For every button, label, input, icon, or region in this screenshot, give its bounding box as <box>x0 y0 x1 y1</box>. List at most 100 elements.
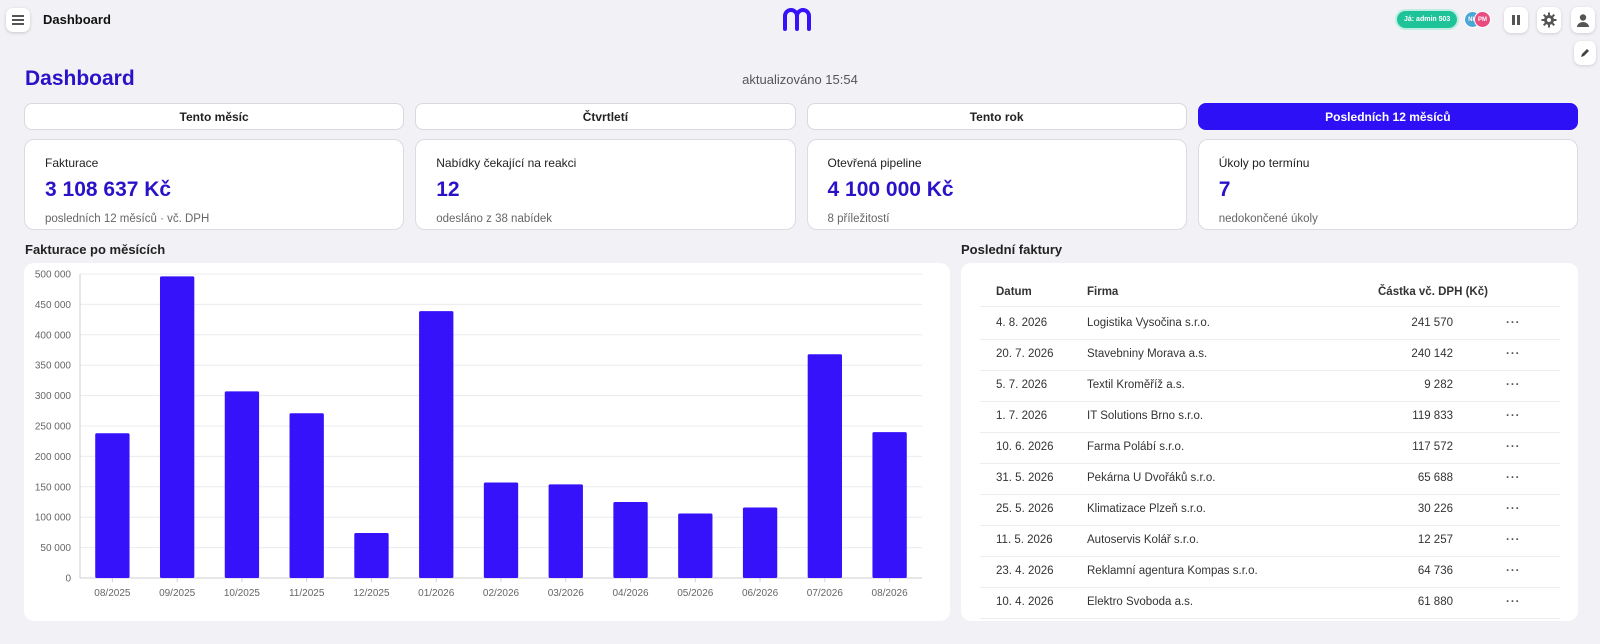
chart-bar[interactable] <box>742 507 778 578</box>
top-bar: Dashboard Já: admin 503 NH PM <box>0 0 1600 40</box>
x-tick-label: 10/2025 <box>224 588 261 599</box>
invoice-amount: 12 257 <box>1417 534 1453 546</box>
column-header-firm[interactable]: Firma <box>1087 286 1119 298</box>
kpi-label: Úkoly po termínu <box>1218 156 1310 170</box>
chart-bar[interactable] <box>613 502 648 578</box>
invoice-firm: Logistika Vysočina s.r.o. <box>1087 317 1210 329</box>
page-title: Dashboard <box>25 67 135 90</box>
invoicing-bar-chart: 0 50 000 100 000 150 000 200 000 250 000 300 0… <box>35 270 922 599</box>
tab-quarter[interactable]: Čtvrtletí <box>415 103 796 130</box>
invoice-date: 5. 7. 2026 <box>996 379 1048 391</box>
invoice-firm: Reklamní agentura Kompas s.r.o. <box>1087 565 1258 577</box>
table-row[interactable]: 4. 8. 2026 Logistika Vysočina s.r.o. 241 5… <box>980 308 1560 340</box>
chart-bar[interactable] <box>95 433 130 578</box>
kpi-subtext: 8 příležitostí <box>827 213 890 225</box>
more-actions-icon[interactable]: ··· <box>1506 410 1521 422</box>
table-row[interactable]: 11. 5. 2026 Autoservis Kolář s.r.o. 12 257… <box>980 525 1560 557</box>
more-actions-icon[interactable]: ··· <box>1506 534 1521 546</box>
table-row[interactable]: 10. 4. 2026 Elektro Svoboda a.s. 61 880 ··· <box>980 587 1560 619</box>
user-button[interactable] <box>1571 7 1595 33</box>
tab-this-year[interactable]: Tento rok <box>806 103 1187 130</box>
invoice-firm: Elektro Svoboda a.s. <box>1087 596 1194 608</box>
table-row[interactable]: 31. 5. 2026 Pekárna U Dvořáků s.r.o. 65 68… <box>980 463 1560 495</box>
pause-button[interactable] <box>1504 7 1528 33</box>
pause-icon <box>1512 15 1520 25</box>
y-tick-label: 150 000 <box>35 482 72 493</box>
invoice-date: 23. 4. 2026 <box>996 565 1054 577</box>
chart-bar[interactable] <box>224 391 260 578</box>
chart-bar[interactable] <box>807 354 843 578</box>
settings-button[interactable] <box>1537 7 1561 33</box>
invoice-date: 10. 6. 2026 <box>996 441 1054 453</box>
more-actions-icon[interactable]: ··· <box>1506 503 1521 515</box>
kpi-subtext: nedokončené úkoly <box>1218 213 1318 225</box>
x-tick-label: 09/2025 <box>159 588 196 599</box>
invoice-amount: 9 282 <box>1424 379 1453 391</box>
kpi-label: Nabídky čekající na reakci <box>436 156 577 170</box>
x-tick-label: 08/2026 <box>872 588 909 599</box>
invoice-firm: Farma Polábí s.r.o. <box>1087 441 1185 453</box>
kpi-cards: Fakturace 3 108 637 Kč posledních 12 měs… <box>24 139 1578 230</box>
invoice-date: 1. 7. 2026 <box>996 410 1048 422</box>
invoice-date: 25. 5. 2026 <box>996 503 1054 515</box>
tab-last-12-months[interactable]: Posledních 12 měsíců <box>1197 103 1578 130</box>
invoice-amount: 240 142 <box>1411 348 1453 360</box>
more-actions-icon[interactable]: ··· <box>1506 379 1521 391</box>
column-header-date[interactable]: Datum <box>996 286 1032 298</box>
more-actions-icon[interactable]: ··· <box>1506 596 1521 608</box>
more-actions-icon[interactable]: ··· <box>1506 317 1521 329</box>
column-header-amount[interactable]: Částka vč. DPH (Kč) <box>1378 286 1488 298</box>
y-tick-label: 300 000 <box>35 391 72 402</box>
table-row[interactable]: 1. 7. 2026 IT Solutions Brno s.r.o. 119 83… <box>980 401 1560 433</box>
invoice-amount: 117 572 <box>1412 441 1453 453</box>
chart-bar[interactable] <box>289 413 324 578</box>
more-actions-icon[interactable]: ··· <box>1506 441 1521 453</box>
more-actions-icon[interactable]: ··· <box>1506 472 1521 484</box>
table-row[interactable]: 20. 7. 2026 Stavebniny Morava a.s. 240 142… <box>980 339 1560 371</box>
table-row[interactable]: 23. 4. 2026 Reklamní agentura Kompas s.r.… <box>980 556 1560 588</box>
x-tick-label: 04/2026 <box>612 588 649 599</box>
x-tick-label: 11/2025 <box>289 588 325 599</box>
kpi-card-pipeline[interactable]: Otevřená pipeline 4 100 000 Kč 8 příleži… <box>806 139 1187 230</box>
kpi-label: Otevřená pipeline <box>827 156 922 170</box>
kpi-card-overdue-tasks[interactable]: Úkoly po termínu 7 nedokončené úkoly <box>1197 139 1578 230</box>
table-row[interactable]: 5. 7. 2026 Textil Kroměříž a.s. 9 282 ··· <box>980 370 1560 402</box>
invoice-date: 31. 5. 2026 <box>996 472 1054 484</box>
invoice-amount: 61 880 <box>1417 596 1453 608</box>
status-badge[interactable]: Já: admin 503 <box>1397 11 1458 28</box>
chart-bar[interactable] <box>159 276 195 578</box>
chart-section-title: Fakturace po měsících <box>25 242 166 257</box>
tab-this-month[interactable]: Tento měsíc <box>24 103 405 130</box>
invoice-firm: Autoservis Kolář s.r.o. <box>1087 534 1199 546</box>
table-row[interactable]: 25. 5. 2026 Klimatizace Plzeň s.r.o. 30 22… <box>980 494 1560 526</box>
avatar[interactable]: PM <box>1474 11 1491 28</box>
kpi-card-offers[interactable]: Nabídky čekající na reakci 12 odesláno z… <box>415 139 796 230</box>
more-actions-icon[interactable]: ··· <box>1506 565 1521 577</box>
chart-bar[interactable] <box>678 513 713 578</box>
y-tick-label: 350 000 <box>35 361 72 372</box>
invoice-firm: Pekárna U Dvořáků s.r.o. <box>1087 472 1216 484</box>
x-tick-label: 02/2026 <box>483 588 520 599</box>
kpi-value: 7 <box>1218 178 1231 201</box>
chart-bar[interactable] <box>548 484 583 578</box>
chart-bar[interactable] <box>354 533 389 578</box>
invoice-firm: Klimatizace Plzeň s.r.o. <box>1087 503 1206 515</box>
more-actions-icon[interactable]: ··· <box>1506 348 1521 360</box>
invoice-amount: 241 570 <box>1411 317 1453 329</box>
table-row[interactable]: 10. 6. 2026 Farma Polábí s.r.o. 117 572 ··· <box>980 432 1560 464</box>
edit-button[interactable] <box>1574 41 1596 65</box>
x-tick-label: 05/2026 <box>677 588 714 599</box>
x-tick-label: 03/2026 <box>548 588 585 599</box>
chart-bar[interactable] <box>483 482 519 578</box>
y-tick-label: 100 000 <box>35 513 72 524</box>
y-tick-label: 400 000 <box>35 330 72 341</box>
y-tick-label: 250 000 <box>35 422 72 433</box>
gear-icon <box>1541 12 1557 28</box>
chart-bar[interactable] <box>872 432 907 578</box>
chart-bar[interactable] <box>419 311 454 578</box>
logo[interactable] <box>781 6 819 32</box>
updated-time: aktualizováno 15:54 <box>742 72 858 87</box>
menu-icon[interactable] <box>6 8 30 32</box>
kpi-card-invoicing[interactable]: Fakturace 3 108 637 Kč posledních 12 měs… <box>24 139 405 230</box>
kpi-value: 12 <box>436 178 460 201</box>
